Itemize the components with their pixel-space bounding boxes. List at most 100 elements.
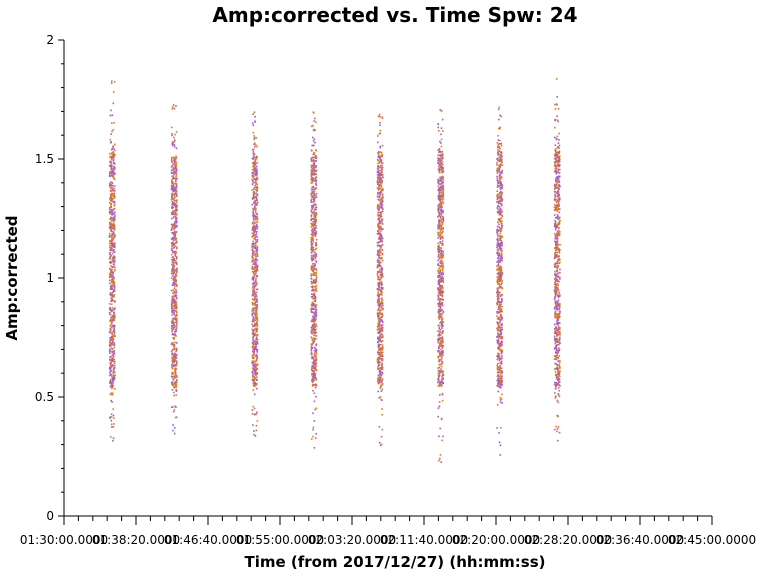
data-point [497,281,499,283]
data-point [253,385,256,388]
data-point [108,201,111,204]
data-point [380,238,383,240]
data-point [254,238,257,241]
data-point [498,168,501,170]
data-point [312,285,314,288]
data-point [499,306,501,309]
data-point [253,267,255,270]
data-point [441,325,444,328]
data-point [440,211,443,214]
data-point [501,326,503,329]
data-point [381,345,384,348]
data-point [110,240,113,242]
data-point [314,141,316,144]
data-point [500,337,502,340]
data-point [112,216,115,219]
data-point [111,295,114,297]
data-point [255,429,258,432]
data-point [496,225,499,228]
data-point [438,251,440,254]
scan-column [108,80,116,442]
data-point [252,307,255,310]
data-point [498,176,501,178]
data-point [378,323,381,325]
data-point [314,251,316,254]
data-point [171,172,174,174]
data-point [256,193,259,195]
data-point [253,170,256,172]
data-point [109,184,112,187]
data-point [499,316,502,318]
data-point [496,207,499,209]
data-point [110,229,113,231]
data-point [437,182,440,185]
data-point [315,311,318,313]
data-point [111,348,114,350]
data-point [377,152,379,155]
data-point [381,307,384,310]
data-point [441,264,444,267]
data-point [500,217,503,219]
data-point [380,371,382,373]
data-point [496,158,498,160]
data-point [379,343,382,346]
data-point [112,294,114,297]
data-point [174,318,177,320]
data-point [255,328,258,330]
data-point [310,170,313,173]
data-point [109,313,112,316]
data-point [500,303,502,306]
data-point [382,176,384,179]
data-point [498,150,501,152]
data-point [110,163,113,166]
data-point [253,345,255,348]
data-point [253,247,256,249]
data-point [381,267,384,270]
data-point [108,152,111,155]
data-point [380,240,382,243]
data-point [438,293,441,296]
data-point [253,430,255,432]
data-point [310,252,313,254]
data-point [376,258,379,261]
data-point [172,269,174,272]
data-point [496,246,498,248]
data-point [437,270,440,272]
data-point [172,343,175,346]
data-point [441,294,444,297]
data-point [112,277,115,280]
data-point [312,186,315,188]
data-point [253,292,256,295]
data-point [439,198,442,201]
data-point [112,250,114,252]
data-point [380,270,383,272]
data-point [499,265,501,268]
data-point [438,264,440,267]
data-point [379,211,381,214]
data-point [175,282,177,285]
data-point [440,379,443,382]
data-point [173,237,175,240]
data-point [109,182,111,185]
data-point [256,250,258,253]
data-point [440,273,443,276]
data-point [498,347,501,350]
data-point [496,292,499,295]
data-point [379,377,381,380]
data-point [255,338,257,341]
data-point [171,366,173,369]
data-point [437,289,440,291]
data-point [252,424,254,426]
data-point [109,206,111,209]
data-point [379,177,382,179]
data-point [112,316,115,318]
data-point [171,179,173,182]
data-point [496,289,499,291]
data-point [110,265,112,267]
data-point [171,305,173,308]
data-point [501,377,503,379]
data-point [256,355,258,357]
data-point [559,243,561,246]
data-point [253,192,256,194]
data-point [172,163,174,166]
